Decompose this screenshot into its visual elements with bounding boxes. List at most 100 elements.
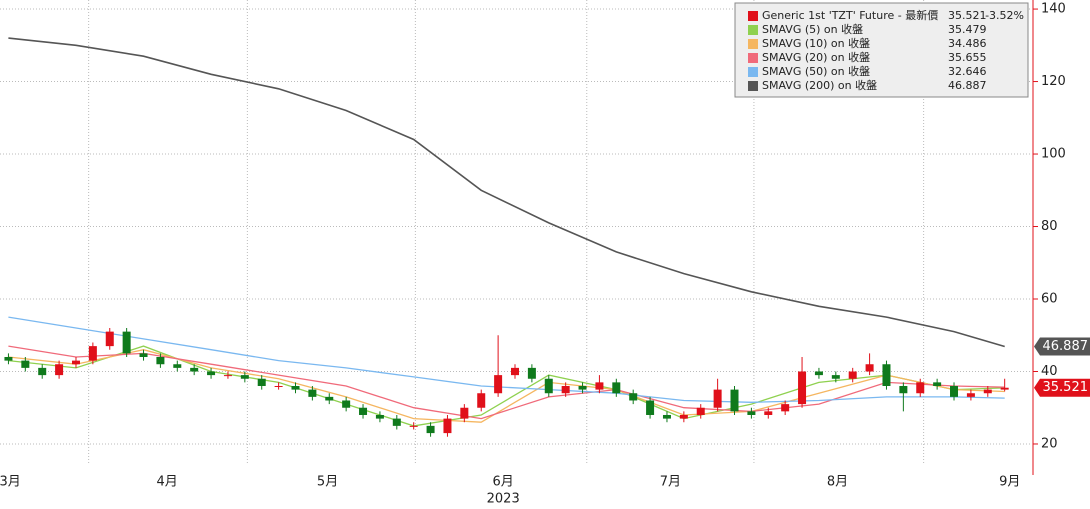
legend-swatch [748,81,758,91]
candle-body [325,396,334,401]
candle-body [426,425,435,434]
candle-body [223,375,232,377]
candle-body [831,375,840,379]
candle-body [342,400,351,408]
candle-body [207,371,216,376]
legend-swatch [748,39,758,49]
legend-value: 32.646 [948,65,987,78]
candle-body [122,331,131,354]
candle-body [38,367,47,376]
candle-body [460,407,469,419]
legend-swatch [748,11,758,21]
candle-body [814,371,823,376]
candle-body [409,425,418,427]
legend-label: SMAVG (200) on 收盤 [762,78,877,92]
x-tick-label: 8月 [827,475,848,490]
x-tick-label: 7月 [660,475,681,490]
candle-body [865,364,874,372]
legend-box [734,2,1029,98]
legend-value: 34.486 [948,37,987,50]
candle-body [375,414,384,419]
ma-line [8,37,1005,348]
price-tag-text: 35.521 [1043,380,1089,395]
x-tick-label: 9月 [999,475,1020,490]
candle-body [240,375,249,379]
candle-body [662,414,671,419]
candle-body [916,382,925,394]
x-tick-label: 5月 [317,475,338,490]
legend-value: 35.655 [948,51,987,64]
legend-value: 46.887 [948,79,987,92]
candle-body [798,371,807,405]
legend-value: 35.521 [948,9,987,22]
candle-body [71,360,80,365]
candle-body [561,385,570,394]
candle-body [730,389,739,412]
candle-body [544,378,553,394]
candle-body [646,400,655,415]
legend-label: SMAVG (5) on 收盤 [762,22,863,36]
legend-label: Generic 1st 'TZT' Future - 最新價 [762,8,938,22]
y-tick-label: 60 [1041,292,1058,307]
y-tick-label: 120 [1041,74,1066,89]
y-tick-label: 100 [1041,147,1066,162]
candle-body [308,389,317,397]
legend-label: SMAVG (50) on 收盤 [762,64,870,78]
legend-swatch [748,53,758,63]
candle-body [713,389,722,408]
candle-body [139,353,148,357]
candle-body [494,375,503,394]
ma-line [8,345,1005,420]
candle-body [477,393,486,408]
year-label: 2023 [487,492,520,507]
legend-label: SMAVG (20) on 收盤 [762,50,870,64]
candle-body [156,356,165,365]
legend-change: -3.52% [985,9,1024,22]
candle-body [696,407,705,415]
candle-body [21,360,30,368]
candle-body [950,385,959,397]
ma-line [8,316,1005,403]
candle-body [4,356,13,361]
candle-body [55,364,64,376]
candle-body [848,371,857,379]
candle-body [88,346,97,361]
candle-body [257,378,266,386]
candle-body [933,382,942,386]
candle-body [443,418,452,434]
legend-swatch [748,25,758,35]
sma200-tag-box [1034,337,1090,356]
legend-value: 35.479 [948,23,987,36]
sma200-tag-text: 46.887 [1043,339,1089,354]
candle-body [578,385,587,390]
candle-body [899,385,908,394]
candle-body [983,389,992,394]
candle-body [105,331,114,347]
candle-body [274,385,283,387]
candle-body [781,404,790,412]
candle-body [595,382,604,390]
y-tick-label: 20 [1041,436,1058,451]
candle-body [679,414,688,419]
candle-body [511,367,519,376]
candle-body [612,382,621,394]
x-tick-label: 4月 [157,475,178,490]
candle-body [359,407,368,415]
candle-body [882,364,891,386]
legend-label: SMAVG (10) on 收盤 [762,36,870,50]
candle-body [173,364,182,368]
y-tick-label: 80 [1041,219,1058,234]
candle-body [291,385,300,390]
price-tag-box [1034,378,1090,397]
candle-body [966,393,975,397]
candle-body [1000,387,1009,390]
candle-body [190,367,199,372]
x-tick-label: 6月 [493,475,514,490]
candle-body [629,393,638,401]
legend-swatch [748,67,758,77]
candle-body [747,411,756,415]
candle-body [764,411,773,415]
x-tick-label: 3月 [0,475,21,490]
legend: Generic 1st 'TZT' Future - 最新價 35.521 SMAV… [734,2,1029,98]
